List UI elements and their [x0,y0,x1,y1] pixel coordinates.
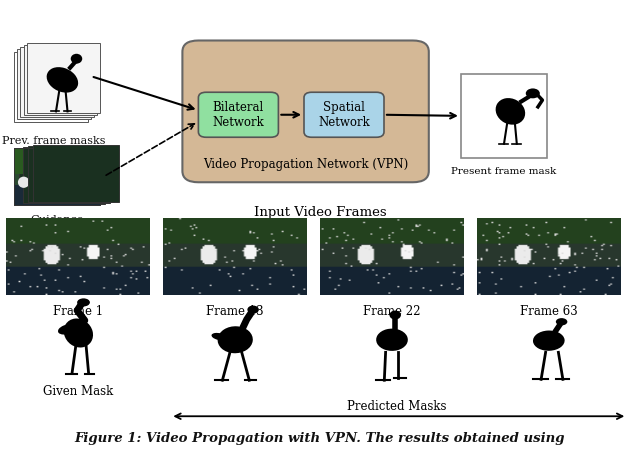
Bar [20,47,94,117]
Text: Frame 13: Frame 13 [206,305,264,318]
Bar [23,147,109,203]
Text: Video Propagation Network (VPN): Video Propagation Network (VPN) [203,158,408,171]
Ellipse shape [556,318,568,325]
Text: Figure 1: Video Propagation with VPN. The results obtained using: Figure 1: Video Propagation with VPN. Th… [75,432,565,445]
Text: Bilateral
Network: Bilateral Network [212,101,264,129]
Ellipse shape [218,326,253,353]
Text: Frame 63: Frame 63 [520,305,578,318]
Ellipse shape [390,310,401,320]
FancyBboxPatch shape [182,40,429,182]
Bar [14,148,100,205]
Bar [14,148,100,174]
FancyBboxPatch shape [198,92,278,137]
Text: Given Mask: Given Mask [44,385,113,398]
Ellipse shape [72,176,83,188]
Bar [28,146,115,202]
Ellipse shape [58,324,76,334]
Ellipse shape [36,176,47,188]
Ellipse shape [70,54,83,63]
Ellipse shape [533,330,564,351]
Text: Guidance: Guidance [31,215,84,225]
FancyBboxPatch shape [304,92,384,137]
Bar [27,43,100,112]
Text: Input Video Frames: Input Video Frames [253,206,387,219]
Ellipse shape [248,306,259,314]
Text: Frame 1: Frame 1 [53,305,104,318]
Text: Prev. frame masks: Prev. frame masks [3,136,106,146]
Bar [461,74,547,158]
Ellipse shape [211,333,227,340]
Ellipse shape [77,298,90,306]
Bar [14,52,88,122]
Ellipse shape [64,319,93,347]
Text: Predicted Masks: Predicted Masks [347,400,447,413]
Bar [19,148,105,204]
Bar [17,50,91,119]
Text: Present frame mask: Present frame mask [451,167,557,176]
Ellipse shape [376,328,408,351]
Ellipse shape [18,176,29,188]
Bar [14,185,100,205]
Ellipse shape [54,176,65,188]
Bar [14,148,100,205]
Bar [24,45,97,115]
Text: Frame 22: Frame 22 [364,305,420,318]
Ellipse shape [526,88,540,98]
Ellipse shape [495,98,525,125]
Text: Spatial
Network: Spatial Network [318,101,370,129]
Bar [33,145,119,202]
Ellipse shape [47,67,78,93]
